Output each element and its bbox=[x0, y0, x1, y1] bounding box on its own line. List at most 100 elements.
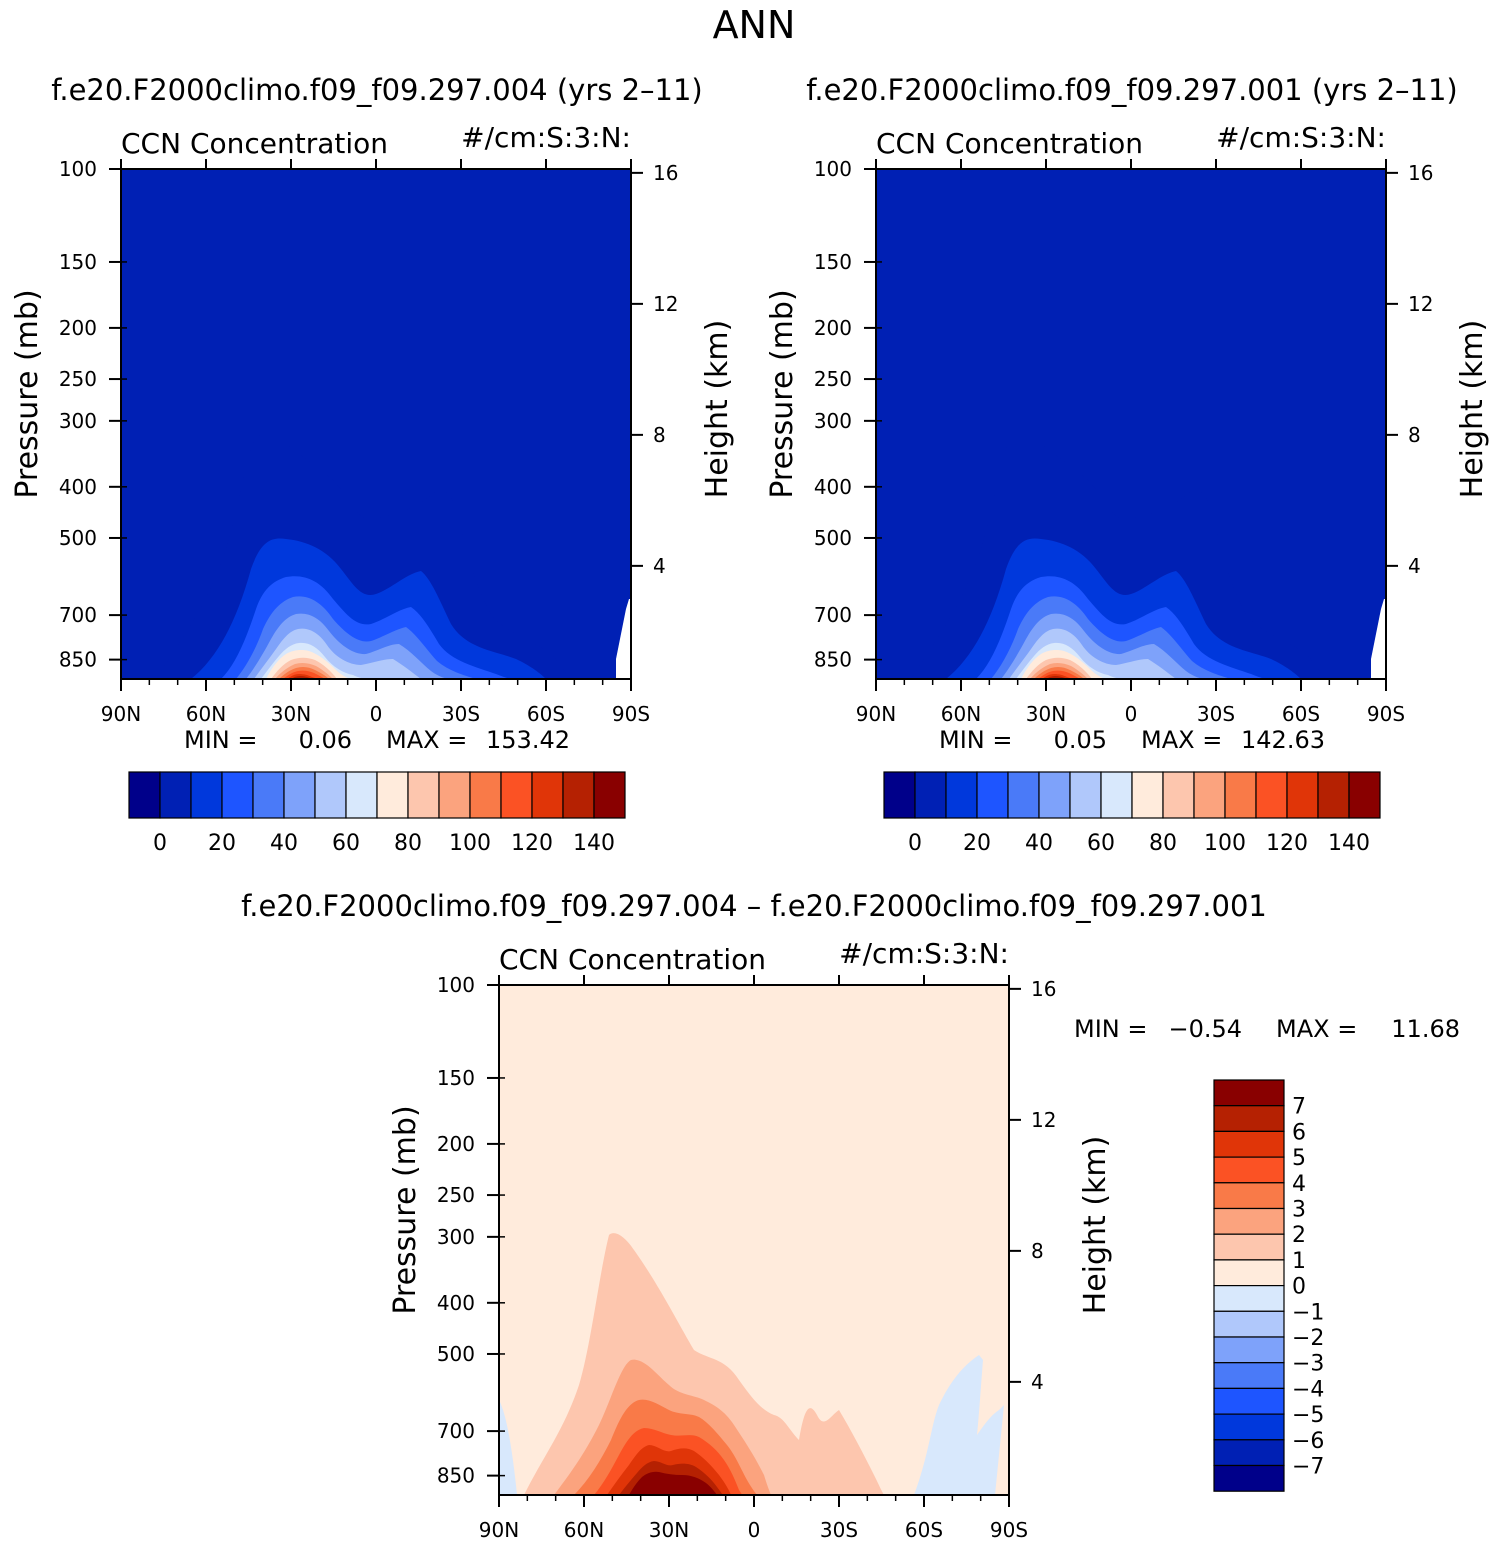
y2-axis-title: Height (km) bbox=[1455, 320, 1490, 499]
x-tick-label: 0 bbox=[748, 1518, 761, 1542]
colorbar-swatch bbox=[190, 771, 223, 819]
y2-axis-title: Height (km) bbox=[1078, 1136, 1113, 1315]
y-tick-label: 300 bbox=[59, 409, 97, 433]
colorbar-swatch bbox=[500, 771, 533, 819]
colorbar-swatch bbox=[1213, 1413, 1285, 1441]
contour-negative-south bbox=[914, 1355, 1004, 1495]
missing-data-region bbox=[616, 599, 631, 679]
colorbar-swatch bbox=[562, 771, 595, 819]
y-tick-label: 500 bbox=[814, 526, 852, 550]
y-tick-label: 400 bbox=[814, 475, 852, 499]
x-tick-label: 90N bbox=[101, 702, 141, 726]
colorbar-swatch bbox=[1213, 1464, 1285, 1492]
y-tick-label: 500 bbox=[437, 1342, 475, 1366]
panel-1-stats: MIN = 0.06 MAX = 153.42 bbox=[184, 726, 570, 754]
panel-3: 100 150 200 250 300 400 500 700 850 16 12 8 4 90N 60N 3… bbox=[388, 937, 1113, 1542]
colorbar-swatch bbox=[1213, 1439, 1285, 1467]
y2-tick-label: 12 bbox=[1408, 292, 1433, 316]
colorbar-swatch bbox=[252, 771, 285, 819]
colorbar-label: 140 bbox=[573, 831, 615, 856]
colorbar-swatch bbox=[345, 771, 378, 819]
y-tick-label: 500 bbox=[59, 526, 97, 550]
y-tick-label: 700 bbox=[437, 1419, 475, 1443]
y-axis-title: Pressure (mb) bbox=[388, 1105, 423, 1314]
x-tick-label: 90N bbox=[479, 1518, 519, 1542]
colorbar-label: 60 bbox=[332, 831, 360, 856]
y-axis-title: Pressure (mb) bbox=[765, 289, 800, 498]
colorbar-swatch bbox=[1213, 1336, 1285, 1364]
colorbar-swatch bbox=[1213, 1156, 1285, 1184]
colorbar-label: −1 bbox=[1292, 1300, 1324, 1325]
x-tick-label: 0 bbox=[370, 702, 383, 726]
y2-tick-label: 4 bbox=[653, 554, 666, 578]
y-tick-label: 100 bbox=[814, 157, 852, 181]
colorbar-label: 80 bbox=[394, 831, 422, 856]
colorbar-swatch bbox=[1213, 1079, 1285, 1107]
colorbar-swatch bbox=[128, 771, 161, 819]
right-title: #/cm:S:3:N: bbox=[461, 121, 631, 154]
y-tick-label: 850 bbox=[814, 648, 852, 672]
x-tick-label: 60S bbox=[527, 702, 565, 726]
colorbar-label: 120 bbox=[1266, 831, 1308, 856]
colorbar-swatch bbox=[159, 771, 192, 819]
y2-tick-label: 8 bbox=[653, 423, 666, 447]
colorbar-swatch bbox=[1131, 771, 1164, 819]
y-tick-label: 200 bbox=[59, 316, 97, 340]
colorbar-swatch bbox=[883, 771, 916, 819]
colorbar-label: 20 bbox=[208, 831, 236, 856]
colorbar-label: 100 bbox=[449, 831, 491, 856]
y-axis-title: Pressure (mb) bbox=[10, 289, 45, 498]
colorbar-swatch bbox=[976, 771, 1009, 819]
x-tick-label: 90S bbox=[990, 1518, 1028, 1542]
y2-tick-label: 12 bbox=[653, 292, 678, 316]
colorbar-label: 0 bbox=[153, 831, 167, 856]
y2-tick-label: 16 bbox=[1408, 161, 1433, 185]
colorbar-swatch bbox=[1255, 771, 1288, 819]
colorbar-label: 3 bbox=[1292, 1198, 1306, 1223]
min-label: MIN = bbox=[939, 726, 1012, 754]
min-label: MIN = bbox=[184, 726, 257, 754]
colorbar-label: −5 bbox=[1292, 1403, 1324, 1428]
colorbar-label: −6 bbox=[1292, 1429, 1324, 1454]
right-title: #/cm:S:3:N: bbox=[839, 937, 1009, 970]
colorbar-label: 140 bbox=[1328, 831, 1370, 856]
colorbar-swatch bbox=[1224, 771, 1257, 819]
y-tick-label: 250 bbox=[814, 367, 852, 391]
colorbar-swatch bbox=[1100, 771, 1133, 819]
panel-3-stats: MIN = −0.54 MAX = 11.68 bbox=[1074, 1015, 1460, 1043]
min-value: 0.05 bbox=[1054, 726, 1107, 754]
y-tick-label: 150 bbox=[437, 1066, 475, 1090]
y-tick-label: 100 bbox=[437, 973, 475, 997]
y-tick-label: 400 bbox=[437, 1291, 475, 1315]
left-title: CCN Concentration bbox=[876, 127, 1143, 160]
max-label: MAX = bbox=[1276, 1015, 1357, 1043]
colorbar-swatch bbox=[1286, 771, 1319, 819]
y2-tick-label: 16 bbox=[653, 161, 678, 185]
colorbar-swatch bbox=[1213, 1207, 1285, 1235]
x-tick-label: 90S bbox=[612, 702, 650, 726]
colorbar-swatch bbox=[1213, 1362, 1285, 1390]
y2-tick-label: 16 bbox=[1031, 977, 1056, 1001]
colorbar-label: 0 bbox=[1292, 1275, 1306, 1300]
max-value: 153.42 bbox=[486, 726, 570, 754]
colorbar-swatch bbox=[1038, 771, 1071, 819]
colorbar-label: 40 bbox=[1025, 831, 1053, 856]
x-tick-label: 60N bbox=[564, 1518, 604, 1542]
y-tick-label: 150 bbox=[59, 250, 97, 274]
x-tick-label: 0 bbox=[1125, 702, 1138, 726]
x-tick-label: 30N bbox=[271, 702, 311, 726]
colorbar-swatch bbox=[1213, 1387, 1285, 1415]
x-tick-label: 30S bbox=[442, 702, 480, 726]
colorbar-swatch bbox=[593, 771, 626, 819]
colorbar-swatch bbox=[1213, 1182, 1285, 1210]
colorbar-label: −3 bbox=[1292, 1352, 1324, 1377]
y-tick-label: 700 bbox=[814, 603, 852, 627]
colorbar-label: −7 bbox=[1292, 1455, 1324, 1480]
colorbar-swatch bbox=[1317, 771, 1350, 819]
x-tick-label: 30N bbox=[649, 1518, 689, 1542]
x-tick-label: 60S bbox=[1282, 702, 1320, 726]
colorbar-label: −2 bbox=[1292, 1326, 1324, 1351]
colorbar-label: 100 bbox=[1204, 831, 1246, 856]
